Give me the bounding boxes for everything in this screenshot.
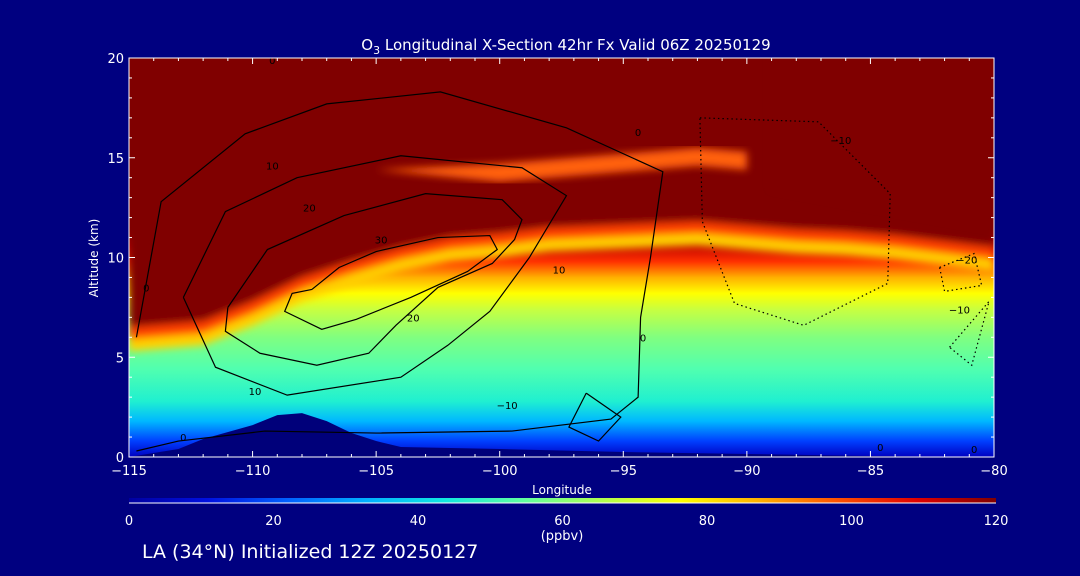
- contour-label: 10: [249, 387, 262, 398]
- x-tick-label: −80: [980, 464, 1007, 479]
- x-tick-label: −90: [733, 464, 760, 479]
- terrain: [129, 413, 994, 457]
- contour-label: 0: [640, 333, 646, 344]
- x-tick-label: −100: [482, 464, 518, 479]
- x-tick-label: −105: [358, 464, 394, 479]
- contour-label: −20: [956, 255, 977, 266]
- contour-line: [699, 117, 891, 326]
- y-tick-label: 10: [107, 252, 124, 267]
- contour-line: [283, 234, 499, 330]
- contour-label: 20: [303, 204, 316, 215]
- run-info-footer: LA (34°N) Initialized 12Z 20250127: [142, 541, 479, 563]
- contour-line: [224, 193, 523, 366]
- x-tick-label: −110: [235, 464, 271, 479]
- colorbar-tick-label: 0: [125, 514, 133, 529]
- x-axis: −115 −110 −105 −100 −95 −90 −85 −80: [111, 58, 1008, 479]
- colorbar-label: (ppbv): [541, 529, 584, 544]
- colorbar-tick-label: 20: [265, 514, 282, 529]
- contour-label: −10: [949, 305, 970, 316]
- contour-label: 0: [877, 443, 883, 454]
- x-tick-label: −85: [857, 464, 884, 479]
- colorbar-tick-label: 80: [699, 514, 716, 529]
- colorbar-ramp: [129, 498, 996, 503]
- ozone-field: 0 0 −10 10 20 30 10 20 0 −20 −10 0 10 −10 0 0 0: [129, 56, 994, 457]
- y-axis: 0 5 10 15 20: [107, 52, 994, 466]
- x-tick-label: −115: [111, 464, 147, 479]
- contour-label: 10: [266, 162, 279, 173]
- stratosphere-east: [771, 58, 994, 228]
- x-tick-label: −95: [610, 464, 637, 479]
- colorbar: 0 20 40 60 80 100 120: [125, 498, 1009, 529]
- colorbar-tick-label: 40: [410, 514, 427, 529]
- contour-line: [135, 91, 664, 452]
- colorbar-tick-label: 60: [554, 514, 571, 529]
- colorbar-tick-label: 100: [839, 514, 864, 529]
- contour-label: 10: [553, 265, 566, 276]
- contour-label: 30: [375, 236, 388, 247]
- contour-line: [182, 155, 568, 396]
- contour-label: 0: [180, 433, 186, 444]
- chart-title: O3 Longitudinal X-Section 42hr Fx Valid …: [361, 36, 770, 57]
- contour-label: 0: [635, 128, 641, 139]
- upper-lamina: [376, 147, 747, 182]
- contour-label: −10: [830, 136, 851, 147]
- contour-label: −10: [497, 401, 518, 412]
- y-tick-label: 20: [107, 52, 124, 67]
- y-axis-title: Altitude (km): [87, 219, 101, 298]
- ozone-contours: 0 0 −10 10 20 30 10 20 0 −20 −10 0 10 −10 0 0 0: [135, 56, 990, 456]
- contour-label: 20: [407, 313, 420, 324]
- contour-label: 0: [143, 283, 149, 294]
- contour-line: [568, 392, 622, 442]
- y-tick-label: 5: [116, 351, 124, 366]
- y-tick-label: 0: [116, 451, 124, 466]
- contour-label: 0: [971, 445, 977, 456]
- colorbar-tick-label: 120: [984, 514, 1009, 529]
- x-axis-title: Longitude: [532, 483, 592, 497]
- y-tick-label: 15: [107, 152, 124, 167]
- contour-label: 0: [269, 56, 275, 67]
